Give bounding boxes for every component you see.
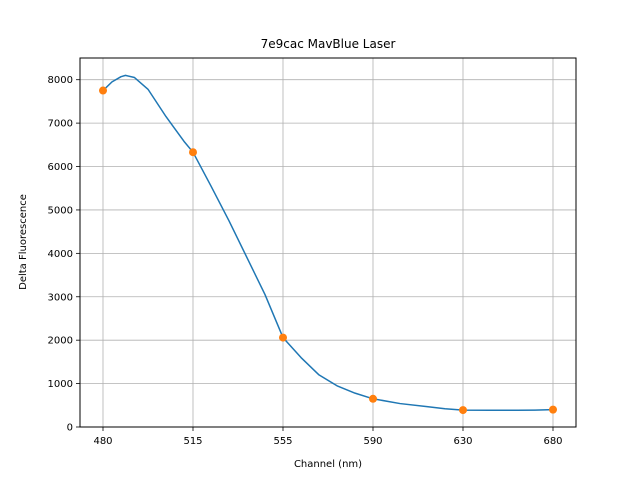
y-axis: 0 1000 2000 3000 4000 5000 6000 7000 8000 bbox=[48, 75, 80, 434]
y-tick-label: 6000 bbox=[48, 162, 73, 173]
data-point bbox=[279, 333, 287, 342]
data-point bbox=[189, 148, 197, 157]
grid bbox=[80, 58, 576, 428]
y-tick-label: 7000 bbox=[48, 119, 73, 130]
y-tick-label: 5000 bbox=[48, 205, 73, 216]
y-tick-label: 3000 bbox=[48, 292, 73, 303]
x-tick-label: 630 bbox=[453, 436, 472, 447]
y-tick-label: 1000 bbox=[48, 379, 73, 390]
y-tick-label: 4000 bbox=[48, 249, 73, 260]
data-point bbox=[459, 406, 467, 415]
x-tick-label: 555 bbox=[273, 436, 292, 447]
x-axis: 480 515 555 590 630 680 bbox=[93, 427, 563, 447]
x-tick-label: 680 bbox=[543, 436, 562, 447]
y-tick-label: 0 bbox=[67, 423, 73, 434]
data-point bbox=[369, 394, 377, 403]
data-point bbox=[549, 405, 557, 414]
points-layer bbox=[99, 86, 557, 415]
y-tick-label: 2000 bbox=[48, 336, 73, 347]
y-tick-label: 8000 bbox=[48, 75, 73, 86]
chart-title: 7e9cac MavBlue Laser bbox=[261, 37, 396, 51]
x-tick-label: 590 bbox=[363, 436, 382, 447]
data-point bbox=[99, 86, 107, 95]
x-tick-label: 480 bbox=[93, 436, 112, 447]
plot-frame bbox=[79, 57, 577, 428]
x-tick-label: 515 bbox=[183, 436, 202, 447]
y-axis-label: Delta Fluorescence bbox=[18, 194, 29, 290]
x-axis-label: Channel (nm) bbox=[294, 459, 362, 470]
